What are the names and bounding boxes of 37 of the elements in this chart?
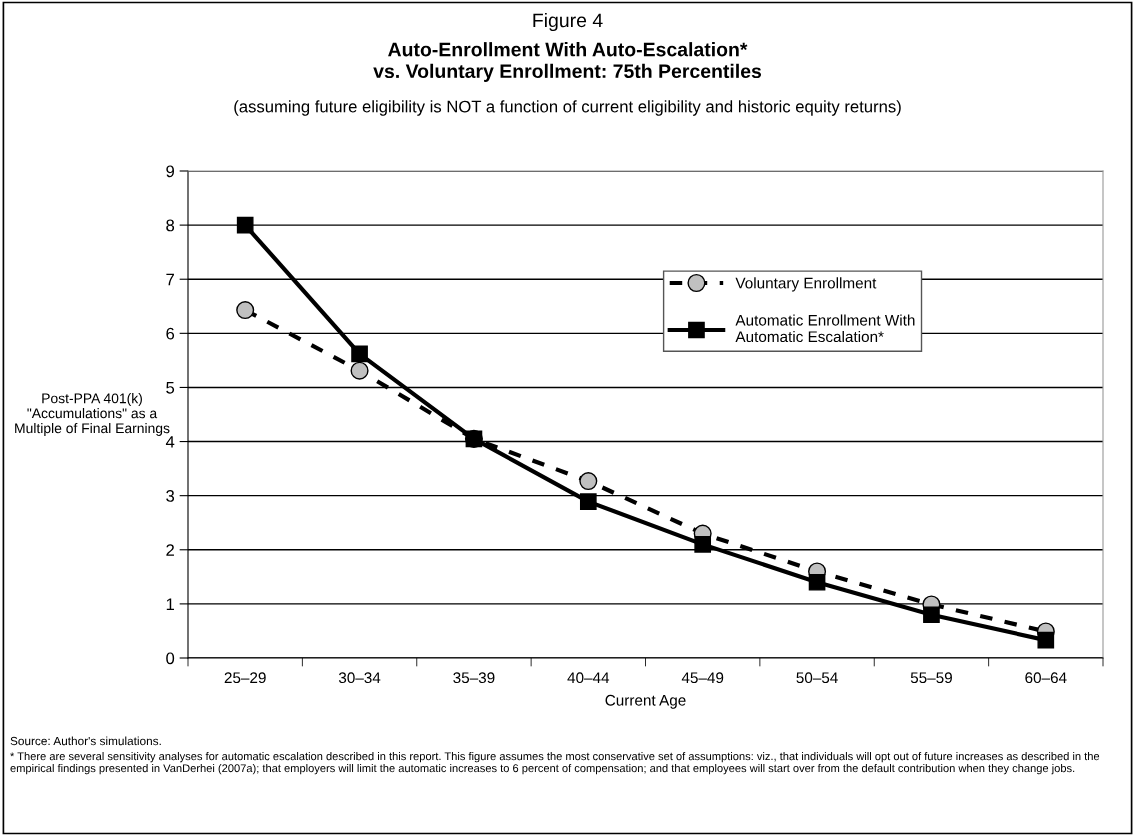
point bbox=[236, 301, 255, 320]
x-axis-title: Current Age bbox=[605, 694, 686, 709]
x-tick-label: 35–39 bbox=[453, 672, 495, 684]
legend-label: Automatic Enrollment With Automatic Escalation* bbox=[735, 314, 915, 343]
y-axis-title: Post-PPA 401(k) "Accumulations" as a Multiple of Final Earnings bbox=[15, 393, 170, 436]
y-tick-label: 0 bbox=[166, 652, 175, 665]
x-tick-label: 40–44 bbox=[567, 672, 610, 684]
y-tick-label: 8 bbox=[166, 219, 175, 232]
point bbox=[350, 361, 369, 380]
chart-title: Figure 4 bbox=[533, 12, 603, 32]
y-tick-label: 7 bbox=[166, 273, 174, 286]
y-tick-label: 5 bbox=[166, 382, 175, 394]
x-tick-label: 55–59 bbox=[910, 672, 952, 684]
y-tick-label: 6 bbox=[166, 327, 175, 340]
point bbox=[808, 573, 826, 591]
text: * There are several sensitivity analyses for automatic escalation described in this report. This figure assumes the most conservative set of assumptions: viz., that individuals will opt out of future increases as described in the empirical findings presented in VanDerhei (2007a); that employers will limit the automatic increases to 6 percent of compensation; and that employees will start over from the default contribution when they change jobs. bbox=[10, 752, 1100, 775]
point bbox=[694, 536, 712, 553]
source-note: Source: Author's simulations. bbox=[10, 736, 161, 746]
chart-subtitle: Auto-Enrollment With Auto-Escalation* vs. Voluntary Enrollment: 75th Percentiles bbox=[373, 42, 762, 82]
y-tick-label: 3 bbox=[166, 490, 175, 502]
point bbox=[579, 493, 597, 510]
y-tick-label: 4 bbox=[165, 436, 175, 448]
y-tick-label: 2 bbox=[166, 544, 174, 556]
point bbox=[579, 472, 598, 491]
point bbox=[236, 216, 254, 234]
point bbox=[351, 345, 368, 363]
x-tick-label: 25–29 bbox=[224, 672, 266, 684]
x-tick-label: 30–34 bbox=[338, 672, 381, 684]
text: (assuming future eligibility is NOT a function of current eligibility and historic equity returns) bbox=[234, 100, 901, 116]
y-tick-label: 9 bbox=[166, 165, 175, 178]
y-tick-label: 1 bbox=[166, 598, 174, 610]
point bbox=[923, 606, 940, 624]
x-tick-label: 50–54 bbox=[796, 672, 838, 684]
legend-label: Voluntary Enrollment bbox=[735, 277, 877, 292]
x-tick-label: 60–64 bbox=[1025, 672, 1067, 684]
x-tick-label: 45–49 bbox=[681, 672, 724, 684]
point bbox=[1037, 631, 1055, 649]
